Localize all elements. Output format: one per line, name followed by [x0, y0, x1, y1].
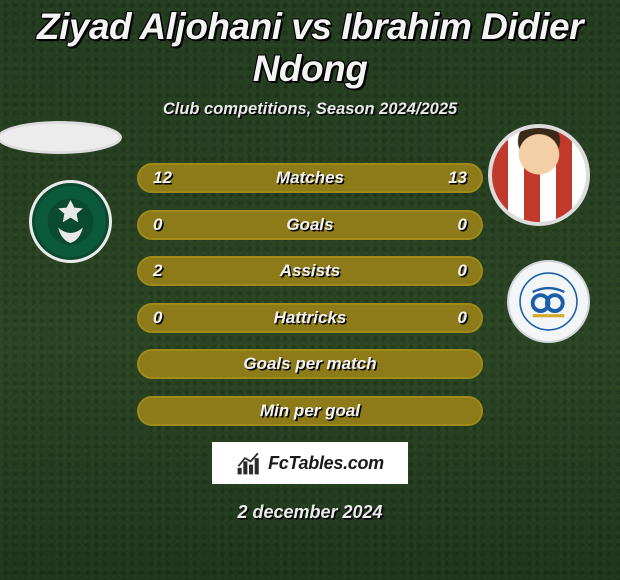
stat-left-value: 0 — [153, 215, 162, 235]
fctables-logo-icon — [236, 450, 262, 476]
stat-right-value: 0 — [458, 308, 467, 328]
stat-left-value: 0 — [153, 308, 162, 328]
right-club-badge — [507, 260, 590, 343]
stat-right-value: 0 — [458, 215, 467, 235]
brand-banner: FcTables.com — [212, 442, 408, 484]
stat-row: Goals per match — [137, 349, 483, 379]
subtitle: Club competitions, Season 2024/2025 — [0, 100, 620, 119]
left-player-avatar — [0, 121, 122, 154]
stat-label: Hattricks — [274, 308, 347, 328]
stat-right-value: 13 — [448, 168, 467, 188]
brand-name: FcTables.com — [268, 453, 384, 474]
stat-left-value: 2 — [153, 261, 162, 281]
page-title: Ziyad Aljohani vs Ibrahim Didier Ndong — [0, 0, 620, 90]
stat-label: Matches — [276, 168, 344, 188]
stat-row: 0 Goals 0 — [137, 210, 483, 240]
stat-label: Min per goal — [260, 401, 360, 421]
stat-row: 0 Hattricks 0 — [137, 303, 483, 333]
stat-label: Goals — [286, 215, 333, 235]
date-label: 2 december 2024 — [0, 502, 620, 523]
stats-list: 12 Matches 13 0 Goals 0 2 Assists 0 0 Hattricks 0 Go… — [137, 163, 483, 426]
stat-row: 12 Matches 13 — [137, 163, 483, 193]
stat-row: 2 Assists 0 — [137, 256, 483, 286]
stat-left-value: 12 — [153, 168, 172, 188]
stat-label: Goals per match — [243, 354, 376, 374]
stat-right-value: 0 — [458, 261, 467, 281]
right-player-avatar — [488, 124, 590, 226]
stat-label: Assists — [280, 261, 340, 281]
stat-row: Min per goal — [137, 396, 483, 426]
left-club-badge — [29, 180, 112, 263]
